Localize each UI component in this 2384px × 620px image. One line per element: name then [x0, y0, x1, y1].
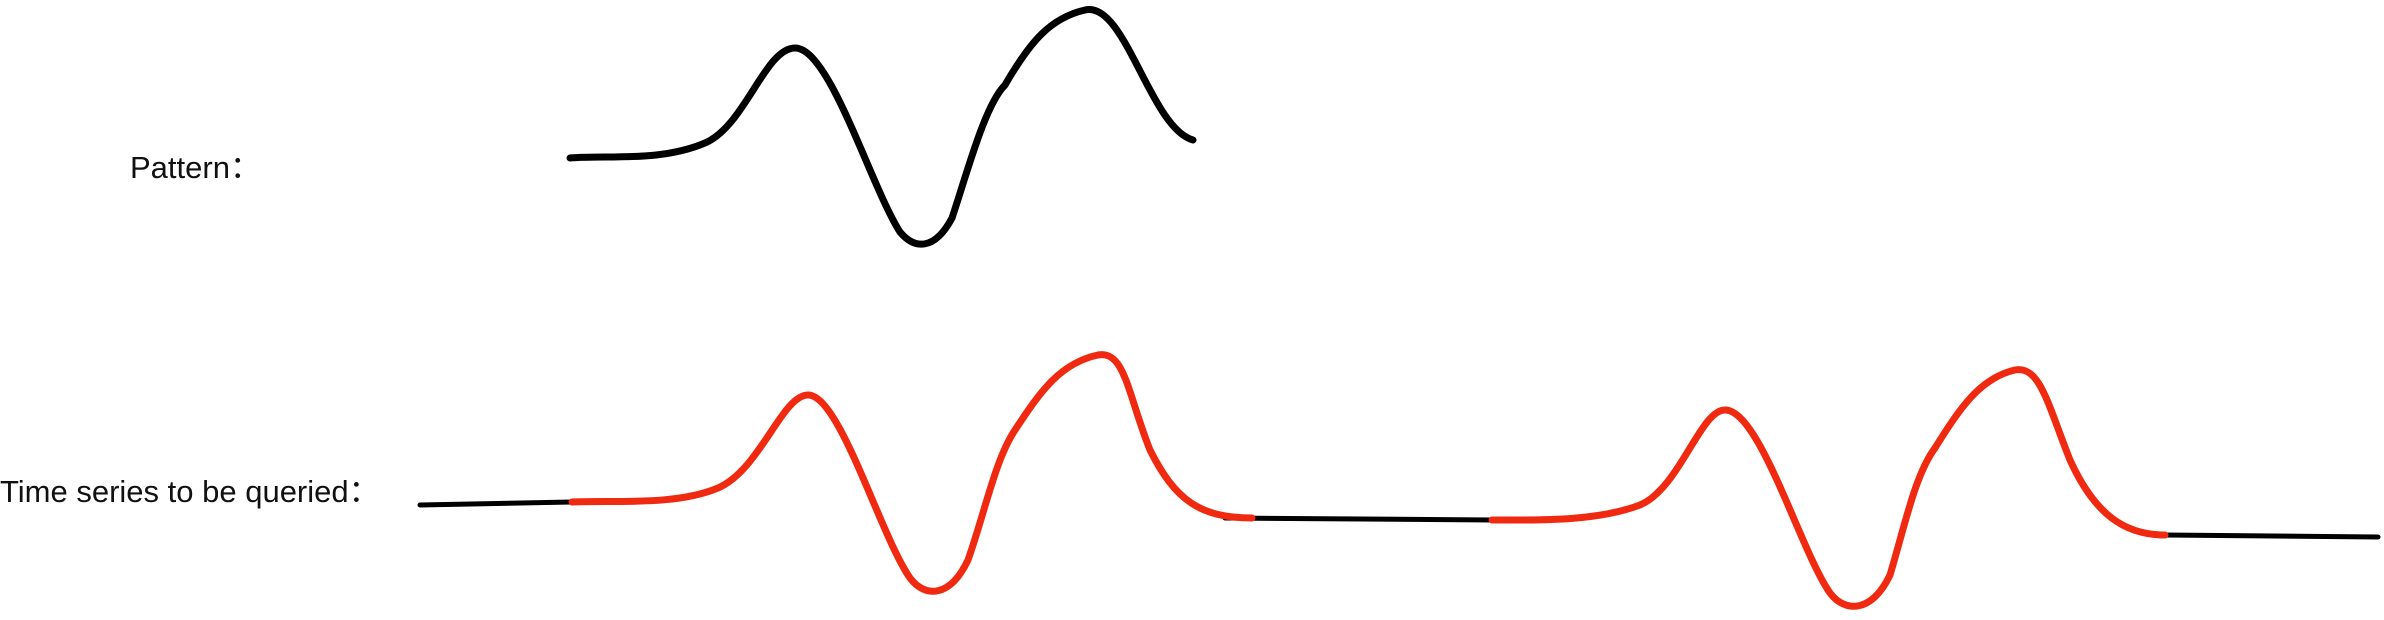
pattern-curve — [566, 6, 1197, 248]
matched-subsequence-1 — [568, 351, 1256, 595]
pattern-label: Pattern： — [130, 150, 261, 185]
series-baseline-segment-2 — [1222, 515, 1495, 523]
matched-subsequence-2 — [1488, 366, 2169, 610]
query-series-label: Time series to be queried： — [0, 474, 380, 509]
series-baseline-segment-1 — [417, 499, 575, 508]
series-baseline-segment-3 — [2162, 532, 2381, 540]
